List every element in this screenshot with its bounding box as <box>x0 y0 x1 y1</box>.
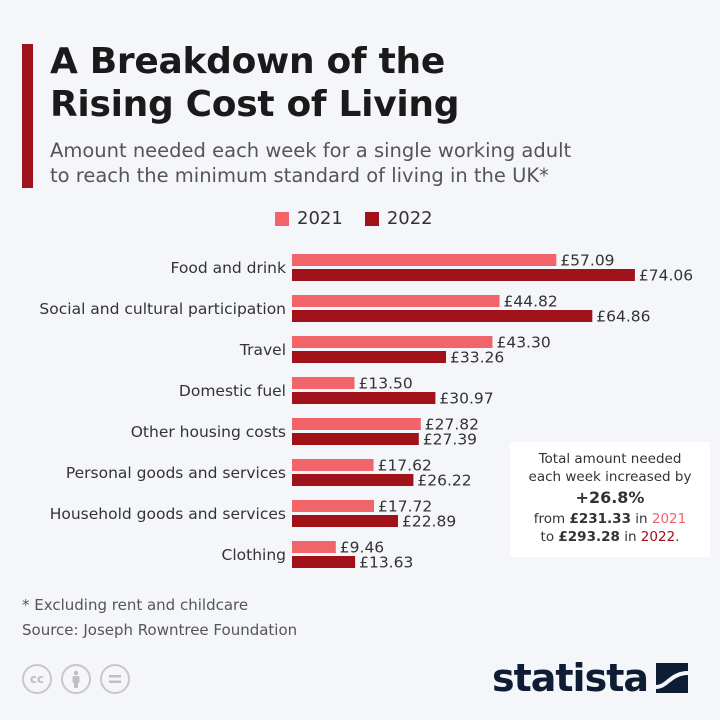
title-accent-bar <box>22 44 33 188</box>
category-label: Household goods and services <box>50 505 286 523</box>
category-label: Food and drink <box>170 259 286 277</box>
category-label: Domestic fuel <box>179 382 286 400</box>
value-label-2022: £22.89 <box>402 513 456 531</box>
category-label: Travel <box>239 341 286 359</box>
bar-2021 <box>292 541 336 553</box>
bar-2021 <box>292 500 375 512</box>
bar-2021 <box>292 377 355 389</box>
bar-2021 <box>292 459 374 471</box>
value-label-2022: £27.39 <box>423 431 477 449</box>
value-label-2021: £44.82 <box>504 293 558 311</box>
value-label-2022: £64.86 <box>596 308 650 326</box>
note-from: from £231.33 in 2021 <box>533 511 687 527</box>
category-label: Other housing costs <box>131 423 286 441</box>
value-label-2021: £27.82 <box>425 416 479 434</box>
note-percent: +26.8% <box>575 488 645 507</box>
note-line-2: each week increased by <box>528 469 692 485</box>
subtitle-line-2: to reach the minimum standard of living … <box>50 164 549 187</box>
category-label: Personal goods and services <box>66 464 286 482</box>
value-label-2021: £17.62 <box>378 457 432 475</box>
legend-swatch-2021 <box>275 211 289 226</box>
bar-2022 <box>292 515 398 527</box>
value-label-2022: £13.63 <box>359 554 413 572</box>
value-label-2021: £17.72 <box>378 498 432 516</box>
legend-item-2021: 2021 <box>275 208 343 229</box>
note-line-1: Total amount needed <box>538 451 682 467</box>
no-derivatives-icon[interactable] <box>100 664 130 694</box>
bar-2021 <box>292 336 493 348</box>
bar-2022 <box>292 351 446 363</box>
value-label-2022: £30.97 <box>439 390 493 408</box>
title-line-1: A Breakdown of the <box>50 41 445 82</box>
bar-2022 <box>292 433 419 445</box>
value-label-2022: £26.22 <box>417 472 471 490</box>
statista-logo-icon <box>656 663 688 693</box>
page-title: A Breakdown of the Rising Cost of Living <box>50 40 460 126</box>
footnote: * Excluding rent and childcare <box>22 596 249 614</box>
category-label: Social and cultural participation <box>39 300 286 318</box>
value-label-2021: £13.50 <box>359 375 413 393</box>
cc-icon[interactable]: cc <box>22 664 52 694</box>
value-label-2021: £57.09 <box>560 252 614 270</box>
summary-note: Total amount needed each week increased … <box>510 442 710 557</box>
legend-label-2021: 2021 <box>297 208 343 229</box>
bar-2022 <box>292 310 593 322</box>
subtitle-line-1: Amount needed each week for a single wor… <box>50 139 572 162</box>
bar-2022 <box>292 556 356 568</box>
note-to: to £293.28 in 2022. <box>540 529 680 545</box>
source[interactable]: Source: Joseph Rowntree Foundation <box>22 621 298 639</box>
brand-name: statista <box>491 656 649 700</box>
bar-2022 <box>292 474 414 486</box>
legend: 2021 2022 <box>275 208 433 229</box>
legend-item-2022: 2022 <box>364 208 433 229</box>
attribution-icon[interactable] <box>61 664 91 694</box>
title-line-2: Rising Cost of Living <box>50 84 460 125</box>
value-label-2021: £43.30 <box>496 334 550 352</box>
category-label: Clothing <box>222 546 286 564</box>
value-label-2022: £74.06 <box>639 267 693 285</box>
bar-2021 <box>292 418 421 430</box>
bar-2021 <box>292 295 500 307</box>
legend-label-2022: 2022 <box>386 208 433 229</box>
statista-logo[interactable]: statista <box>492 656 688 700</box>
subtitle: Amount needed each week for a single wor… <box>50 138 571 188</box>
bar-2022 <box>292 392 436 404</box>
bar-2022 <box>292 269 635 281</box>
bar-chart: Food and drink £57.09 £74.06 Social and cul… <box>39 252 693 572</box>
bar-2021 <box>292 254 557 266</box>
value-label-2022: £33.26 <box>450 349 504 367</box>
legend-swatch-2022 <box>364 211 379 226</box>
value-label-2021: £9.46 <box>340 539 384 557</box>
